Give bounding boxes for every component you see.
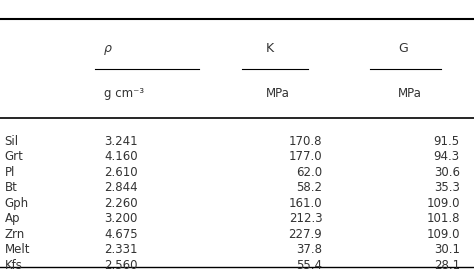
Text: Ap: Ap bbox=[5, 212, 20, 225]
Text: MPa: MPa bbox=[265, 87, 289, 100]
Text: 30.1: 30.1 bbox=[434, 243, 460, 256]
Text: 3.200: 3.200 bbox=[104, 212, 137, 225]
Text: 2.331: 2.331 bbox=[104, 243, 138, 256]
Text: g cm⁻³: g cm⁻³ bbox=[104, 87, 145, 100]
Text: 3.241: 3.241 bbox=[104, 135, 138, 148]
Text: 94.3: 94.3 bbox=[434, 150, 460, 163]
Text: 4.675: 4.675 bbox=[104, 228, 138, 241]
Text: 4.160: 4.160 bbox=[104, 150, 138, 163]
Text: Zrn: Zrn bbox=[5, 228, 25, 241]
Text: 101.8: 101.8 bbox=[426, 212, 460, 225]
Text: Gph: Gph bbox=[5, 197, 29, 210]
Text: ρ: ρ bbox=[104, 42, 112, 55]
Text: K: K bbox=[265, 42, 273, 55]
Text: Melt: Melt bbox=[5, 243, 30, 256]
Text: 55.4: 55.4 bbox=[296, 259, 322, 272]
Text: Kfs: Kfs bbox=[5, 259, 23, 272]
Text: 91.5: 91.5 bbox=[434, 135, 460, 148]
Text: 2.844: 2.844 bbox=[104, 181, 138, 194]
Text: 37.8: 37.8 bbox=[296, 243, 322, 256]
Text: 212.3: 212.3 bbox=[289, 212, 322, 225]
Text: Sil: Sil bbox=[5, 135, 19, 148]
Text: 161.0: 161.0 bbox=[289, 197, 322, 210]
Text: 2.610: 2.610 bbox=[104, 166, 138, 179]
Text: 2.260: 2.260 bbox=[104, 197, 138, 210]
Text: MPa: MPa bbox=[398, 87, 422, 100]
Text: 177.0: 177.0 bbox=[289, 150, 322, 163]
Text: 227.9: 227.9 bbox=[289, 228, 322, 241]
Text: 109.0: 109.0 bbox=[426, 228, 460, 241]
Text: 58.2: 58.2 bbox=[296, 181, 322, 194]
Text: Grt: Grt bbox=[5, 150, 24, 163]
Text: 109.0: 109.0 bbox=[426, 197, 460, 210]
Text: Bt: Bt bbox=[5, 181, 18, 194]
Text: 62.0: 62.0 bbox=[296, 166, 322, 179]
Text: 30.6: 30.6 bbox=[434, 166, 460, 179]
Text: Pl: Pl bbox=[5, 166, 15, 179]
Text: 35.3: 35.3 bbox=[434, 181, 460, 194]
Text: G: G bbox=[398, 42, 408, 55]
Text: 28.1: 28.1 bbox=[434, 259, 460, 272]
Text: 170.8: 170.8 bbox=[289, 135, 322, 148]
Text: 2.560: 2.560 bbox=[104, 259, 138, 272]
